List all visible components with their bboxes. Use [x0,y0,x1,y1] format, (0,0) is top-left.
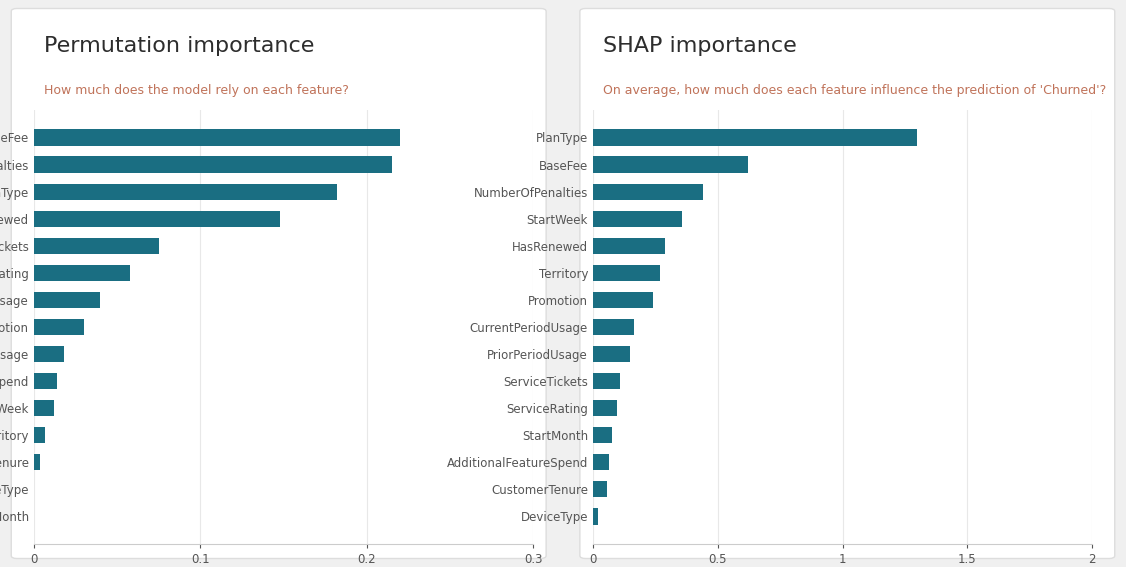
Bar [593,238,665,254]
Bar [593,184,703,200]
Bar [593,427,611,443]
Bar [34,184,337,200]
Bar [34,238,159,254]
Bar [593,346,631,362]
Bar [34,427,45,443]
Bar [593,265,660,281]
Bar [593,129,918,146]
Bar [593,292,653,308]
Bar [593,509,598,524]
Bar [593,210,681,227]
Bar [34,265,131,281]
Bar [34,400,54,416]
Bar [34,319,83,335]
Bar [34,292,100,308]
Text: How much does the model rely on each feature?: How much does the model rely on each fea… [44,83,349,96]
Bar [34,129,400,146]
Bar [593,400,617,416]
Bar [34,454,41,471]
Text: Permutation importance: Permutation importance [44,36,314,56]
Bar [34,210,280,227]
Bar [34,373,57,389]
Bar [593,156,748,173]
Bar [593,373,620,389]
Bar [34,346,64,362]
Bar [593,319,634,335]
Text: SHAP importance: SHAP importance [602,36,797,56]
Text: On average, how much does each feature influence the prediction of 'Churned'?: On average, how much does each feature i… [602,83,1106,96]
Bar [34,156,392,173]
Bar [593,481,607,497]
Bar [593,454,609,471]
